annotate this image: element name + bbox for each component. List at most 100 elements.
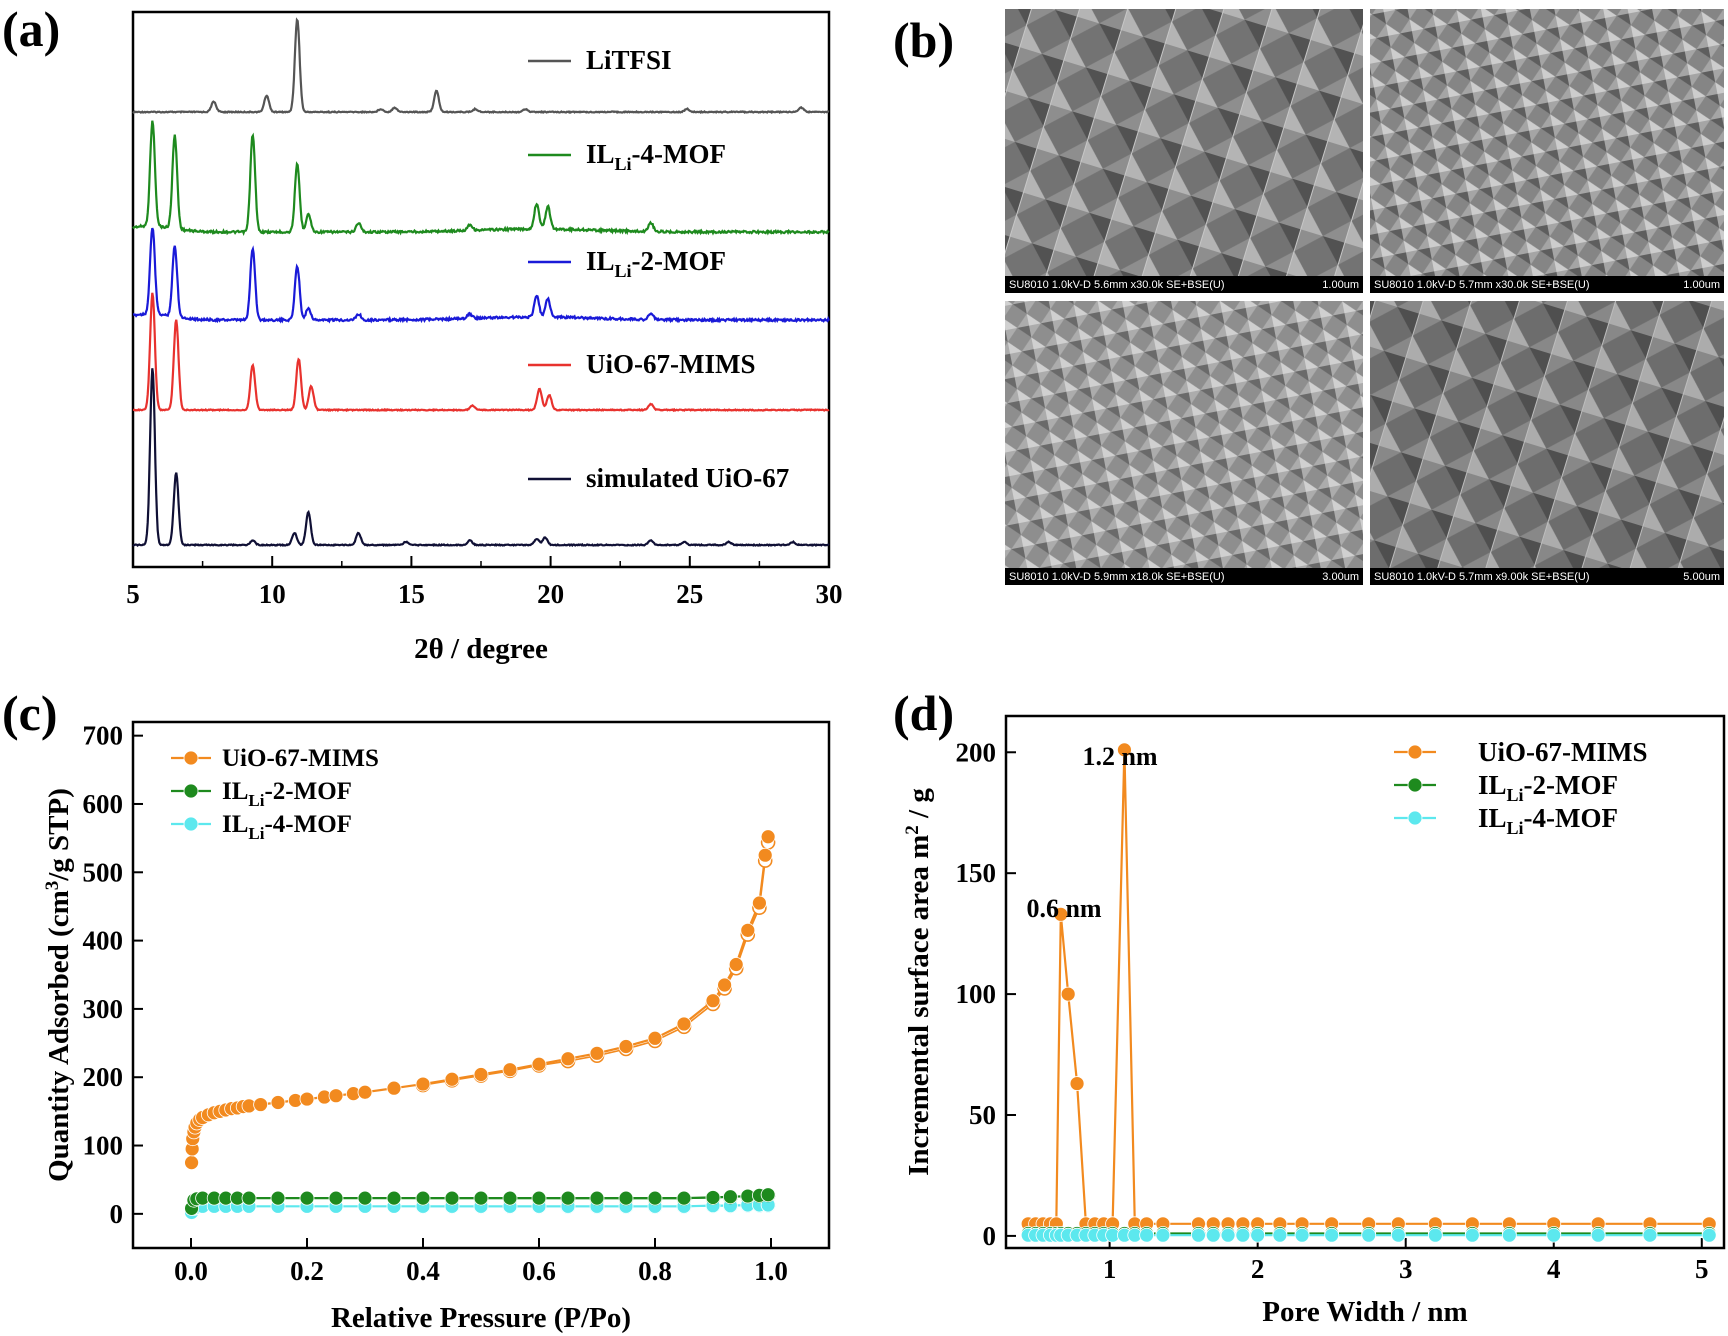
sem-scale-1: 1.00um: [1322, 279, 1359, 291]
xrd-x-ticks: 5 10 15 20 25 30: [126, 556, 843, 609]
sem-info-2: SU8010 1.0kV-D 5.7mm x30.0k SE+BSE(U): [1374, 279, 1590, 291]
annotation-1-2-nm: 1.2 nm: [1082, 742, 1157, 771]
isotherm-adsorption-point: [473, 1190, 489, 1206]
isotherm-y-tick-label: 300: [83, 994, 124, 1024]
isotherm-adsorption-point: [531, 1190, 547, 1206]
xrd-legend-label-illi-2-mof: ILLi-2-MOF: [586, 246, 726, 281]
isotherm-adsorption-point: [241, 1190, 257, 1206]
isotherm-y-tick-label: 0: [110, 1199, 124, 1229]
pore-series-point: [1427, 1227, 1443, 1243]
isotherm-series-uio-67-mims: [184, 829, 776, 1171]
isotherm-legend-swatch-point: [183, 783, 199, 799]
isotherm-legend-label-illi-4-mof: ILLi-4-MOF: [222, 811, 352, 843]
isotherm-series: [184, 829, 776, 1220]
isotherm-adsorption-point: [757, 847, 773, 863]
pore-series-point: [1324, 1227, 1340, 1243]
isotherm-adsorption-point: [647, 1190, 663, 1206]
isotherm-chart: 0.0 0.2 0.4 0.6 0.8 1.0 0 100 200 300 400 500 600 700…: [42, 721, 831, 1334]
pore-legend-label-illi-2-mof: ILLi-2-MOF: [1478, 770, 1618, 805]
xrd-series-line-litfsi: [132, 17, 830, 115]
isotherm-adsorption-point: [760, 829, 776, 845]
xrd-legend-label-simulated-uio-67: simulated UiO-67: [586, 463, 789, 493]
isotherm-x-tick-label: 0.6: [522, 1256, 556, 1286]
xrd-x-tick-label: 10: [259, 579, 286, 609]
panel-label-c: (c): [2, 685, 58, 741]
isotherm-adsorption-point: [647, 1030, 663, 1046]
pore-series-point: [1060, 986, 1076, 1002]
pore-series-point: [1272, 1227, 1288, 1243]
pore-series-point: [1117, 742, 1132, 758]
pore-x-tick-label: 2: [1251, 1254, 1265, 1284]
pore-y-tick-label: 50: [969, 1100, 996, 1130]
isotherm-y-tick-label: 200: [83, 1062, 124, 1092]
isotherm-legend-label-illi-2-mof: ILLi-2-MOF: [222, 778, 352, 810]
isotherm-adsorption-point: [618, 1039, 634, 1054]
pore-y-axis-label: Incremental surface area m2 / g: [902, 788, 935, 1176]
xrd-series: LiTFSI ILLi-4-MOF ILLi-2-MOF UiO-67-MIMS sim…: [132, 17, 831, 548]
pore-plot-frame: [1004, 714, 1726, 1250]
sem-info-1: SU8010 1.0kV-D 5.6mm x30.0k SE+BSE(U): [1009, 279, 1225, 291]
panel-label-d: (d): [893, 685, 954, 741]
panel-label-a: (a): [2, 1, 60, 57]
isotherm-legend-label-uio-67-mims: UiO-67-MIMS: [222, 745, 379, 772]
pore-series-point: [1501, 1227, 1517, 1243]
pore-legend-swatch-point: [1407, 744, 1423, 760]
sem-scale-4: 5.00um: [1683, 571, 1720, 583]
isotherm-adsorption-point: [328, 1088, 344, 1104]
pore-y-tick-label: 0: [983, 1221, 997, 1251]
isotherm-adsorption-point: [270, 1095, 286, 1110]
pore-series-point: [1464, 1227, 1480, 1243]
isotherm-adsorption-point: [752, 895, 767, 911]
isotherm-adsorption-point: [253, 1097, 269, 1112]
sem-scale-3: 3.00um: [1322, 571, 1359, 583]
pore-legend-swatch-point: [1407, 777, 1423, 793]
isotherm-x-axis-label: Relative Pressure (P/Po): [331, 1302, 631, 1334]
isotherm-adsorption-point: [531, 1056, 547, 1072]
pore-series-illi-4-mof: [1020, 1227, 1717, 1243]
xrd-x-axis-label: 2θ / degree: [414, 633, 548, 665]
isotherm-x-tick-label: 1.0: [754, 1256, 788, 1286]
xrd-series-line-uio-67-mims: [132, 292, 830, 413]
pore-series-point: [1053, 906, 1069, 922]
sem-info-3: SU8010 1.0kV-D 5.9mm x18.0k SE+BSE(U): [1009, 571, 1225, 583]
isotherm-adsorption-point: [328, 1190, 344, 1206]
xrd-x-tick-label: 30: [816, 579, 843, 609]
pore-series-point: [1390, 1227, 1406, 1243]
isotherm-adsorption-point: [444, 1071, 460, 1087]
isotherm-x-tick-label: 0.0: [174, 1256, 208, 1286]
pore-series-point: [1220, 1227, 1236, 1243]
pore-series: [1020, 742, 1717, 1243]
isotherm-series-illi-2-mof: [184, 1187, 776, 1216]
isotherm-adsorption-point: [357, 1084, 373, 1100]
pore-y-tick-label: 200: [956, 737, 997, 767]
isotherm-adsorption-point: [502, 1062, 518, 1078]
isotherm-adsorption-point: [740, 922, 756, 938]
isotherm-x-tick-label: 0.2: [290, 1256, 324, 1286]
pore-series-point: [1155, 1227, 1171, 1243]
sem-image-1: SU8010 1.0kV-D 5.6mm x30.0k SE+BSE(U) 1.…: [1005, 9, 1363, 293]
xrd-x-tick-label: 15: [398, 579, 425, 609]
isotherm-adsorption-point: [357, 1190, 373, 1206]
xrd-x-tick-label: 5: [126, 579, 140, 609]
pore-legend-label-illi-4-mof: ILLi-4-MOF: [1478, 803, 1618, 838]
isotherm-adsorption-point: [589, 1190, 605, 1206]
isotherm-x-tick-label: 0.4: [406, 1256, 440, 1286]
isotherm-adsorption-point: [386, 1080, 402, 1096]
pore-series-point: [1361, 1227, 1377, 1243]
pore-series-point: [1139, 1227, 1155, 1243]
xrd-legend-label-litfsi: LiTFSI: [586, 45, 672, 75]
xrd-x-tick-label: 20: [537, 579, 564, 609]
pore-series-point: [1701, 1227, 1717, 1243]
isotherm-adsorption-point: [386, 1190, 402, 1206]
isotherm-adsorption-point: [589, 1045, 605, 1061]
pore-series-point: [1191, 1227, 1206, 1243]
isotherm-adsorption-point: [415, 1076, 431, 1092]
xrd-x-tick-label: 25: [676, 579, 703, 609]
pore-series-point: [1069, 1076, 1085, 1091]
isotherm-y-tick-label: 400: [83, 926, 124, 956]
isotherm-adsorption-point: [560, 1190, 576, 1206]
isotherm-y-tick-label: 700: [83, 721, 124, 751]
